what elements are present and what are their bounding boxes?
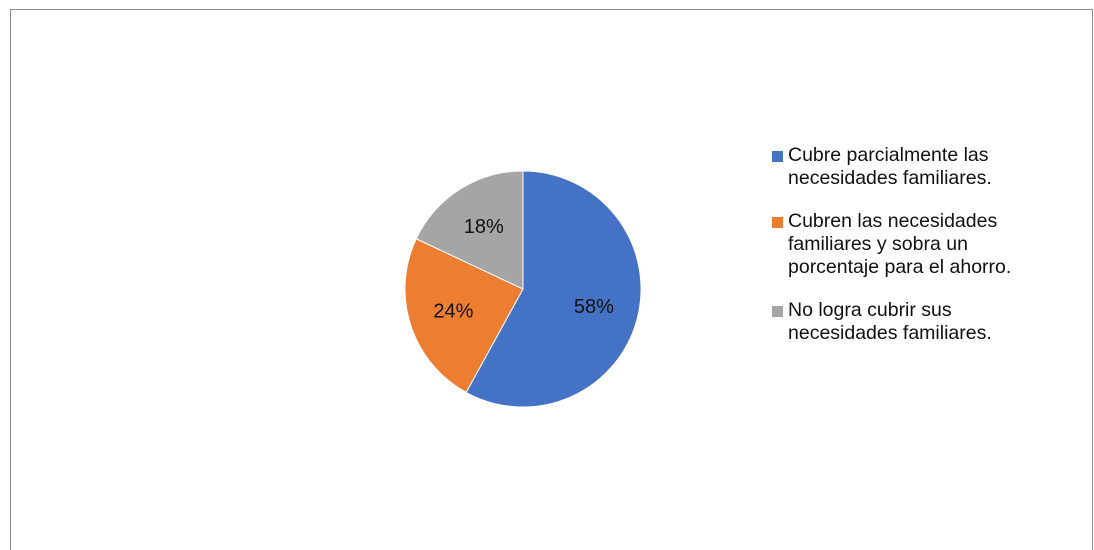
legend: Cubre parcialmente las necesidades famil… bbox=[770, 144, 1090, 345]
legend-item-cubre-parcialmente: Cubre parcialmente las necesidades famil… bbox=[770, 144, 1090, 190]
legend-label: Cubre parcialmente las necesidades famil… bbox=[788, 144, 992, 189]
legend-label: Cubren las necesidades familiares y sobr… bbox=[788, 210, 1012, 278]
legend-label: No logra cubrir sus necesidades familiar… bbox=[788, 299, 992, 344]
pie-data-labels: 58% 24% 18% bbox=[433, 216, 614, 322]
data-label-58: 58% bbox=[574, 296, 614, 318]
data-label-24: 24% bbox=[433, 301, 473, 323]
legend-swatch-orange bbox=[772, 217, 783, 228]
pie-slice-no-logra-cubrir bbox=[415, 170, 524, 290]
legend-swatch-gray bbox=[772, 306, 783, 317]
pie-slice-cubren-y-sobra bbox=[404, 238, 524, 394]
legend-item-cubren-y-sobra: Cubren las necesidades familiares y sobr… bbox=[770, 210, 1090, 279]
pie-slice-cubre-parcialmente bbox=[465, 170, 642, 408]
data-label-18: 18% bbox=[464, 216, 504, 238]
pie-slices bbox=[404, 170, 642, 408]
legend-item-no-logra-cubrir: No logra cubrir sus necesidades familiar… bbox=[770, 299, 1090, 345]
legend-swatch-blue bbox=[772, 151, 783, 162]
